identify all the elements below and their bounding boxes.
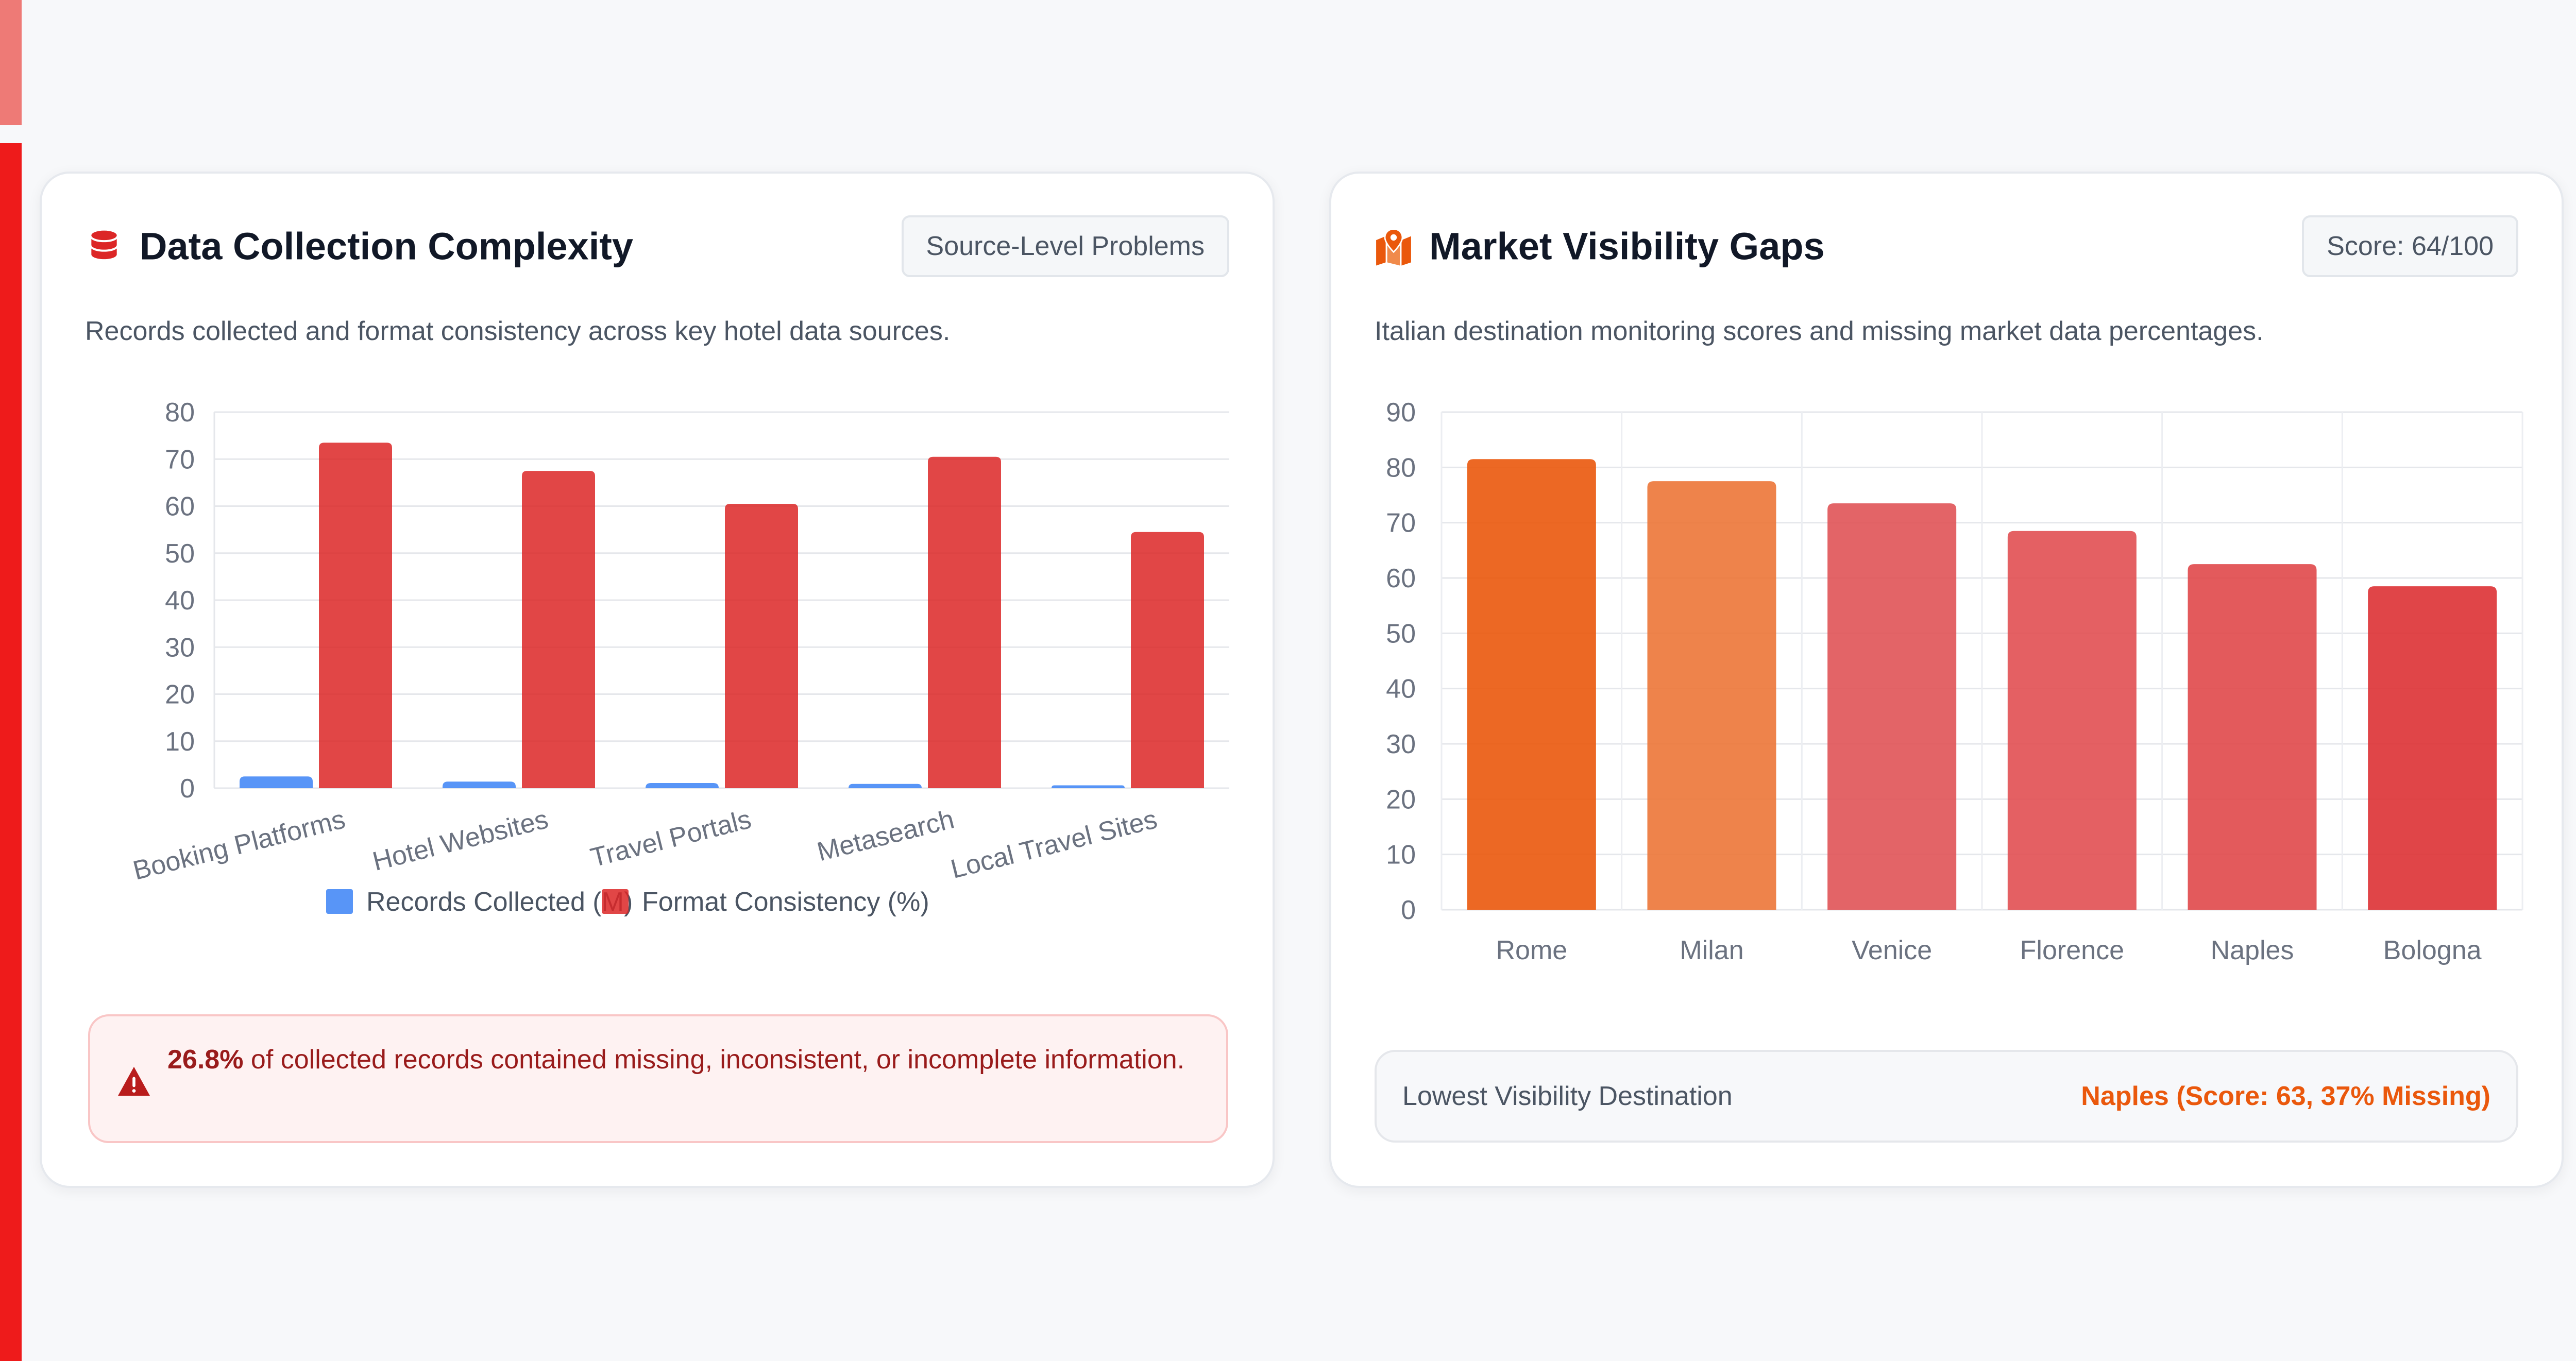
y-tick-label: 80 — [165, 398, 195, 428]
visibility-scores-chart: 0 10 20 30 40 50 60 70 80 90 Rome Milan Venice Floren… — [1386, 398, 2523, 965]
alert-text: of collected records contained missing, … — [243, 1045, 1185, 1075]
card-header: Data Collection Complexity Source-Level … — [85, 215, 1229, 277]
bar-records-collected — [849, 784, 922, 788]
market-visibility-card: Market Visibility Gaps Score: 64/100 Ita… — [1329, 172, 2564, 1188]
y-tick-label: 0 — [1401, 895, 1416, 925]
y-tick-label: 40 — [165, 586, 195, 616]
bar-format-consistency — [522, 471, 595, 788]
legend-swatch — [326, 889, 353, 914]
y-tick-label: 20 — [1386, 785, 1416, 814]
bar-venice — [1827, 503, 1957, 910]
bar-naples — [2188, 564, 2317, 910]
x-tick-label: Florence — [2020, 935, 2124, 965]
bar-records-collected — [443, 781, 516, 788]
y-tick-label: 80 — [1386, 453, 1416, 483]
x-tick-label: Naples — [2211, 935, 2294, 965]
info-label: Lowest Visibility Destination — [1402, 1081, 1733, 1111]
database-icon — [91, 230, 117, 259]
bar-records-collected — [1052, 785, 1125, 788]
bar-records-collected — [646, 782, 719, 788]
legend-label: Format Consistency (%) — [642, 887, 929, 917]
legend-swatch — [602, 889, 629, 914]
bar-format-consistency — [928, 456, 1001, 788]
alert-box: 26.8% of collected records contained mis… — [88, 1014, 1228, 1143]
card-title: Market Visibility Gaps — [1429, 225, 1825, 268]
x-tick-label: Venice — [1852, 935, 1932, 965]
y-tick-label: 20 — [165, 680, 195, 710]
y-tick-label: 30 — [165, 633, 195, 662]
y-tick-label: 70 — [165, 445, 195, 474]
x-tick-label: Booking Platforms — [130, 804, 348, 886]
accent-bar-side — [0, 143, 22, 1361]
x-tick-label: Milan — [1680, 935, 1743, 965]
x-tick-label: Bologna — [2383, 935, 2482, 965]
bar-format-consistency — [1131, 532, 1204, 788]
y-tick-label: 60 — [165, 492, 195, 522]
alert-highlight: 26.8% — [167, 1045, 244, 1075]
map-marker-icon — [1376, 228, 1411, 265]
card-header: Market Visibility Gaps Score: 64/100 — [1375, 215, 2518, 277]
warning-triangle-icon — [118, 1066, 150, 1096]
y-tick-label: 30 — [1386, 729, 1416, 759]
y-tick-label: 0 — [180, 774, 195, 804]
bar-format-consistency — [319, 443, 392, 788]
y-tick-label: 10 — [165, 727, 195, 757]
bar-rome — [1467, 459, 1596, 910]
x-tick-label: Rome — [1496, 935, 1567, 965]
y-tick-label: 10 — [1386, 840, 1416, 870]
bar-bologna — [2368, 586, 2497, 910]
data-collection-card: Data Collection Complexity Source-Level … — [40, 172, 1275, 1188]
card-title: Data Collection Complexity — [140, 225, 634, 268]
bar-milan — [1647, 481, 1776, 910]
info-value: Naples (Score: 63, 37% Missing) — [2081, 1081, 2490, 1111]
bar-format-consistency — [725, 503, 798, 788]
card-description: Records collected and format consistency… — [85, 316, 951, 346]
y-tick-label: 70 — [1386, 508, 1416, 538]
y-tick-label: 50 — [165, 539, 195, 569]
x-tick-label: Metasearch — [814, 804, 957, 867]
y-tick-label: 40 — [1386, 674, 1416, 704]
y-tick-label: 60 — [1386, 564, 1416, 593]
alert-message: 26.8% of collected records contained mis… — [167, 1041, 1188, 1078]
score-badge: Score: 64/100 — [2302, 215, 2518, 277]
bar-records-collected — [240, 776, 313, 788]
records-consistency-chart: 0 10 20 30 40 50 60 70 80 Booking Platforms Hotel … — [130, 398, 1229, 917]
card-description: Italian destination monitoring scores an… — [1375, 316, 2264, 346]
lowest-visibility-panel: Lowest Visibility Destination Naples (Sc… — [1375, 1050, 2518, 1143]
x-tick-label: Travel Portals — [587, 804, 754, 873]
legend-label: Records Collected (M) — [366, 887, 633, 917]
y-tick-label: 90 — [1386, 398, 1416, 428]
bar-florence — [2007, 531, 2137, 910]
x-tick-label: Local Travel Sites — [948, 804, 1160, 884]
y-tick-label: 50 — [1386, 619, 1416, 649]
status-badge: Source-Level Problems — [901, 215, 1229, 277]
x-tick-label: Hotel Websites — [369, 804, 551, 877]
accent-bar-top — [0, 0, 22, 125]
